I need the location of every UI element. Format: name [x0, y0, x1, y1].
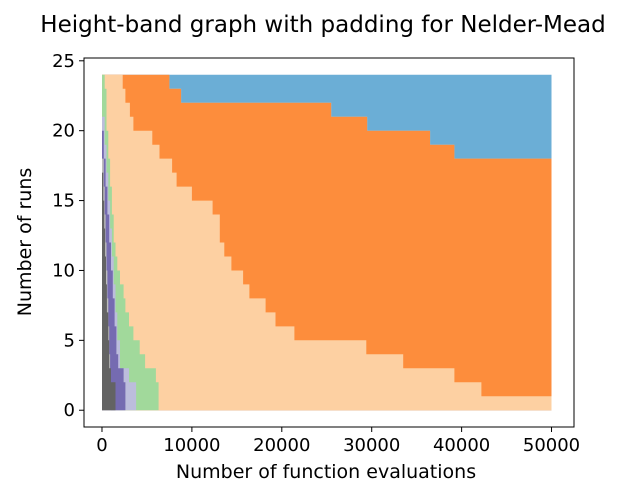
plot-frame [83, 57, 575, 428]
x-tick-label: 20000 [253, 435, 310, 456]
x-axis-label: Number of function evaluations [176, 461, 476, 483]
x-tick-label: 40000 [433, 435, 490, 456]
y-tick-label: 25 [52, 51, 75, 72]
x-tick-label: 30000 [343, 435, 400, 456]
y-tick-label: 15 [52, 191, 75, 212]
x-tick-label: 0 [96, 435, 107, 456]
x-tick-label: 50000 [523, 435, 580, 456]
y-tick-label: 10 [52, 260, 75, 281]
y-tick-label: 0 [64, 400, 75, 421]
band-8 [102, 172, 116, 411]
height-bands [102, 74, 552, 411]
x-tick-label: 10000 [163, 435, 220, 456]
y-axis-ticks: 0 5 10 15 20 25 [52, 51, 84, 421]
y-axis-label: Number of runs [14, 168, 36, 317]
band-3 [102, 74, 552, 411]
x-axis-ticks: 0 10000 20000 30000 40000 50000 [96, 427, 580, 456]
y-tick-label: 20 [52, 121, 75, 142]
y-tick-label: 5 [64, 330, 75, 351]
chart-title: Height-band graph with padding for Nelde… [40, 12, 605, 38]
